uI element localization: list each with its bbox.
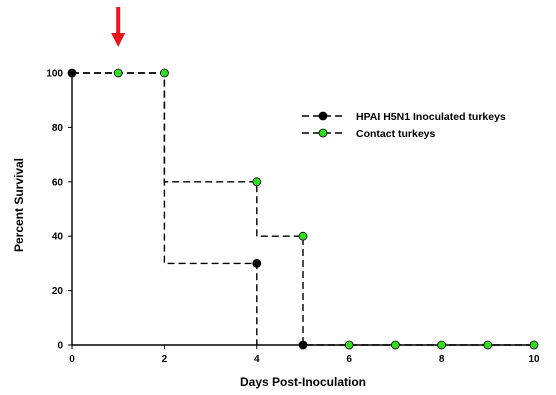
data-point-contact [252,177,262,187]
x-tick-label: 10 [528,354,540,365]
x-tick-label: 8 [439,354,445,365]
x-tick-label: 2 [162,354,168,365]
data-point-contact [344,340,354,350]
x-tick-label: 4 [254,354,260,365]
y-tick-label: 60 [52,177,64,188]
legend: HPAI H5N1 Inoculated turkeys Contact tur… [302,111,506,140]
y-tick-label: 80 [52,123,64,134]
x-tick-label: 6 [346,354,352,365]
legend-marker-contact [318,128,328,138]
data-point-inoculated [298,340,308,350]
y-tick-label: 100 [46,69,63,80]
data-point-contact [529,340,539,350]
legend-marker-inoculated [318,111,328,121]
x-tick-label: 0 [69,354,75,365]
data-point-contact [298,231,308,241]
data-point-contact [483,340,493,350]
data-point-contact [390,340,400,350]
y-tick-label: 0 [57,341,63,352]
legend-label-inoculated: HPAI H5N1 Inoculated turkeys [356,111,506,123]
legend-label-contact: Contact turkeys [356,128,436,140]
data-point-contact [113,68,123,78]
data-point-inoculated [67,68,77,78]
series-layer [67,68,539,350]
x-axis-title: Days Post-Inoculation [240,375,366,389]
y-axis-title: Percent Survival [12,158,26,252]
y-tick-label: 20 [52,286,64,297]
y-tick-label: 40 [52,232,64,243]
data-point-inoculated [252,258,262,268]
data-point-contact [437,340,447,350]
data-point-contact [159,68,169,78]
annotation-arrow-head [111,33,126,47]
series-line-contact [72,72,534,346]
